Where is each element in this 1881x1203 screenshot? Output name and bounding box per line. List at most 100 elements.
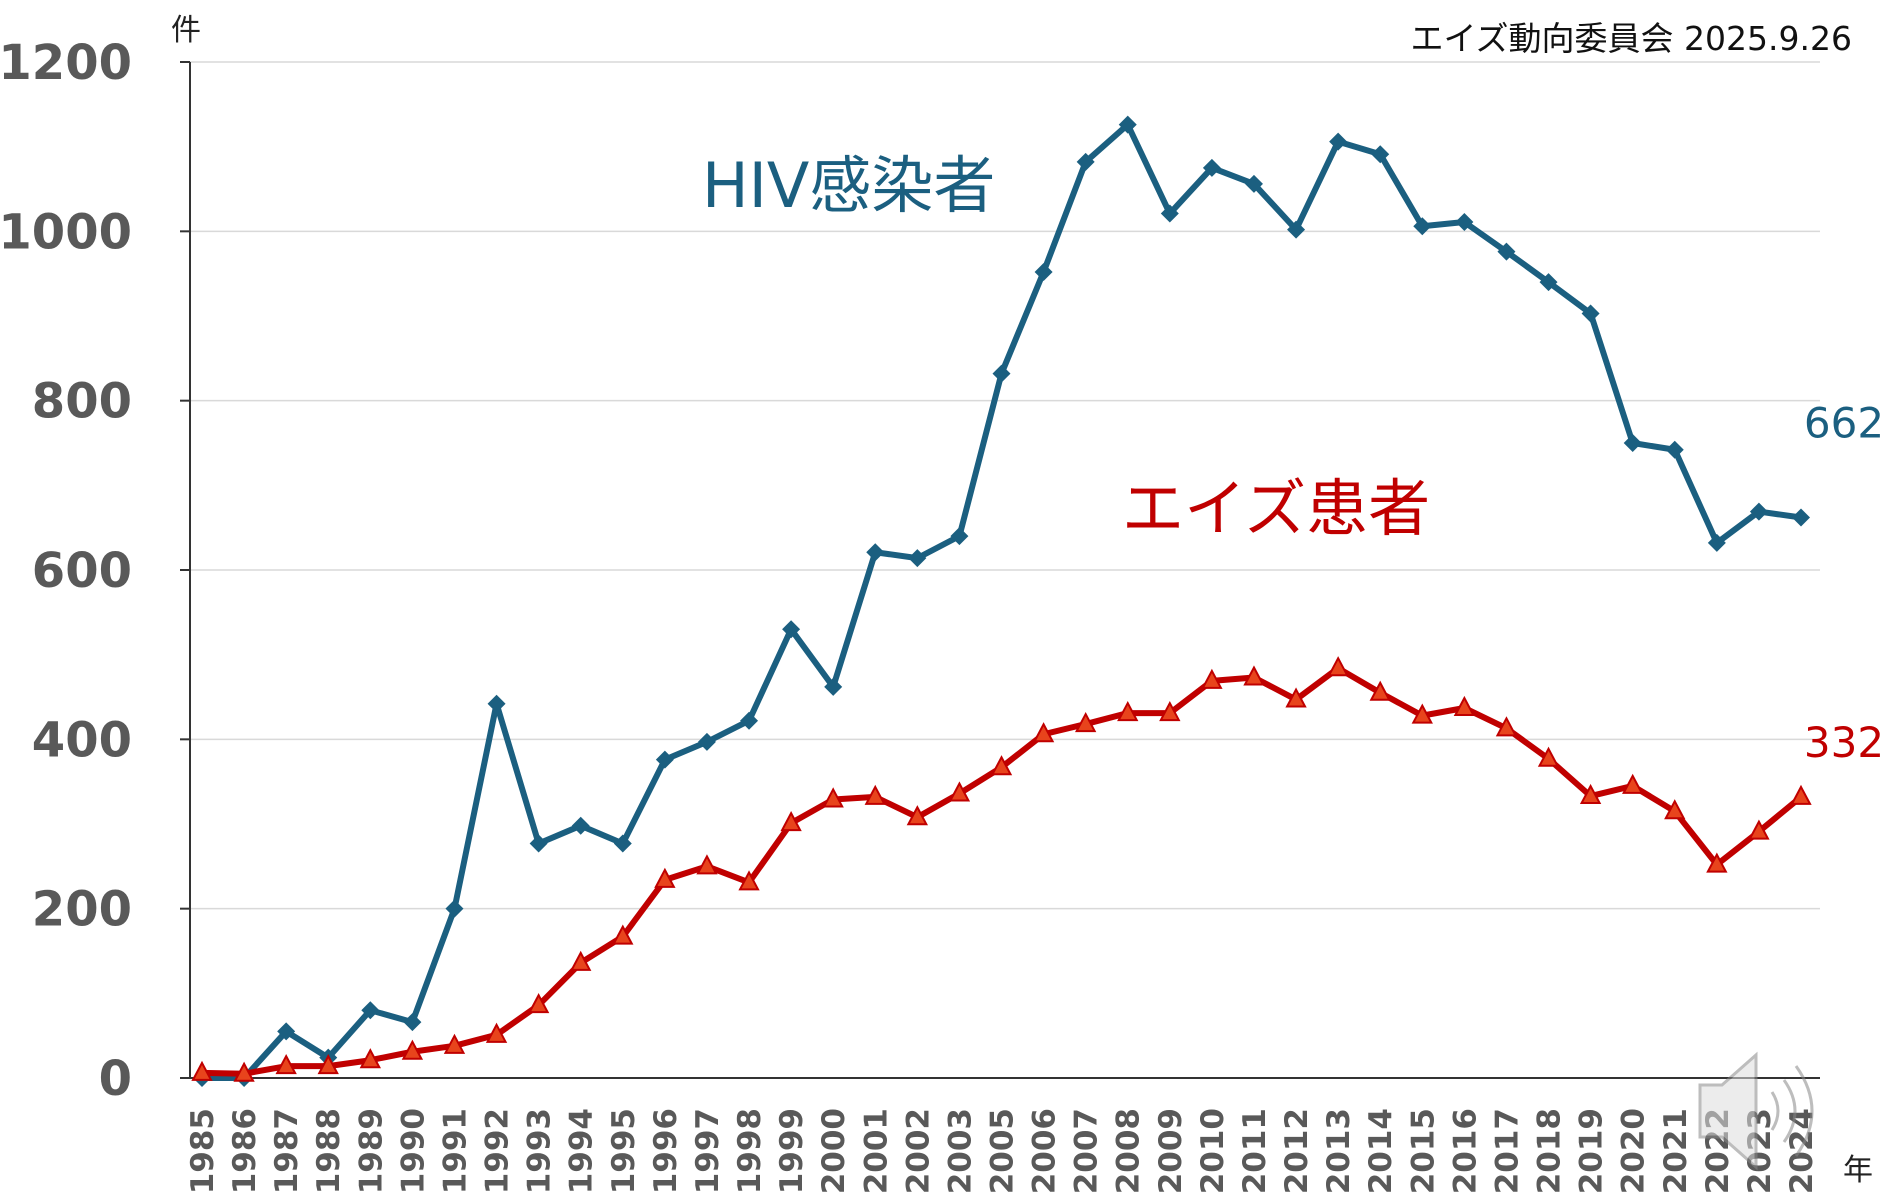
marker: [571, 816, 590, 835]
marker: [824, 677, 843, 696]
marker: [1792, 508, 1810, 527]
x-tick-label: 2003: [942, 1108, 978, 1194]
marker: [780, 811, 802, 832]
marker: [1706, 852, 1728, 873]
marker: [654, 867, 676, 888]
x-tick-label: 2007: [1069, 1108, 1105, 1194]
x-tick-label: 1990: [395, 1108, 431, 1194]
marker: [191, 1060, 213, 1081]
series-line: [201, 665, 1803, 1077]
marker: [1581, 304, 1600, 323]
marker: [696, 854, 718, 875]
series-label: HIV感染者: [702, 149, 995, 222]
marker: [401, 1039, 424, 1060]
marker: [655, 750, 674, 769]
marker: [1497, 242, 1516, 261]
marker: [782, 620, 801, 639]
x-tick-label: 2006: [1027, 1108, 1063, 1194]
marker: [1371, 145, 1390, 164]
source: エイズ動向委員会 2025.9.26: [1411, 19, 1852, 58]
x-tick-label: 2009: [1153, 1108, 1189, 1194]
marker: [1118, 115, 1137, 134]
marker: [1202, 158, 1221, 177]
x-tick-label: 1991: [437, 1108, 473, 1194]
marker: [1622, 773, 1644, 794]
x-tick-label: 1999: [774, 1108, 810, 1194]
marker: [277, 1022, 296, 1041]
marker: [1159, 700, 1181, 722]
marker: [612, 924, 634, 945]
x-tick-label: 2017: [1489, 1108, 1525, 1194]
marker: [1790, 784, 1812, 805]
x-tick-label: 2014: [1363, 1108, 1399, 1194]
x-tick-label: 1992: [480, 1108, 516, 1194]
marker: [359, 1048, 381, 1069]
marker: [697, 732, 716, 751]
y-tick-label: 400: [32, 712, 132, 768]
marker: [1411, 703, 1433, 724]
marker: [1369, 680, 1391, 701]
marker: [403, 1013, 422, 1032]
y-tick-label: 1000: [0, 204, 132, 260]
y-tick-label: 600: [32, 543, 132, 599]
speaker-icon[interactable]: [1698, 1051, 1814, 1171]
marker: [1117, 700, 1139, 722]
x-tick-label: 2008: [1111, 1108, 1147, 1194]
marker: [1243, 665, 1265, 686]
marker: [1287, 220, 1306, 239]
x-tick-label: 2010: [1195, 1108, 1231, 1194]
marker: [1664, 799, 1686, 820]
x-tick-label: 2016: [1447, 1108, 1483, 1194]
x-tick-label: 1989: [353, 1108, 389, 1194]
marker: [1074, 711, 1097, 733]
data-label: 332件: [1804, 718, 1881, 767]
y-unit: 件: [171, 13, 201, 48]
marker: [1413, 217, 1432, 236]
marker: [529, 834, 548, 853]
marker: [1665, 440, 1684, 459]
x-tick-label: 1994: [564, 1108, 600, 1194]
marker: [1539, 273, 1558, 292]
marker: [908, 549, 927, 568]
marker: [1327, 656, 1349, 677]
marker: [570, 950, 592, 971]
x-unit: 年: [1843, 1153, 1873, 1188]
marker: [906, 805, 929, 826]
x-tick-label: 1998: [732, 1108, 768, 1194]
x-tick-label: 2015: [1405, 1108, 1441, 1194]
x-tick-label: 2012: [1279, 1108, 1315, 1194]
x-tick-label: 2019: [1574, 1108, 1610, 1194]
x-tick-label: 2018: [1532, 1108, 1568, 1194]
y-tick-label: 200: [32, 882, 132, 938]
marker: [864, 784, 886, 805]
marker: [1034, 262, 1053, 281]
marker: [1748, 819, 1770, 840]
marker: [1707, 533, 1726, 552]
data-label: 662件: [1804, 399, 1881, 448]
x-tick-label: 1993: [522, 1108, 558, 1194]
marker: [1160, 204, 1179, 223]
marker: [443, 1033, 466, 1054]
marker: [233, 1061, 255, 1082]
x-tick-label: 2001: [858, 1108, 894, 1194]
series-line: [202, 121, 1802, 1081]
marker: [527, 993, 550, 1014]
marker: [866, 543, 885, 562]
x-tick-label: 1987: [269, 1108, 305, 1194]
x-tick-label: 1996: [648, 1108, 684, 1194]
marker: [992, 364, 1011, 383]
marker: [487, 694, 506, 713]
x-tick-label: 1997: [690, 1108, 726, 1194]
marker: [1579, 783, 1602, 805]
marker: [990, 755, 1013, 776]
marker: [948, 781, 971, 802]
marker: [740, 711, 759, 730]
marker: [361, 1001, 380, 1020]
marker: [1623, 434, 1642, 452]
marker: [1201, 668, 1223, 689]
marker: [950, 527, 969, 546]
x-tick-label: 2020: [1616, 1108, 1652, 1194]
marker: [1455, 213, 1474, 232]
x-tick-label: 2000: [816, 1108, 852, 1194]
marker: [1495, 716, 1518, 737]
